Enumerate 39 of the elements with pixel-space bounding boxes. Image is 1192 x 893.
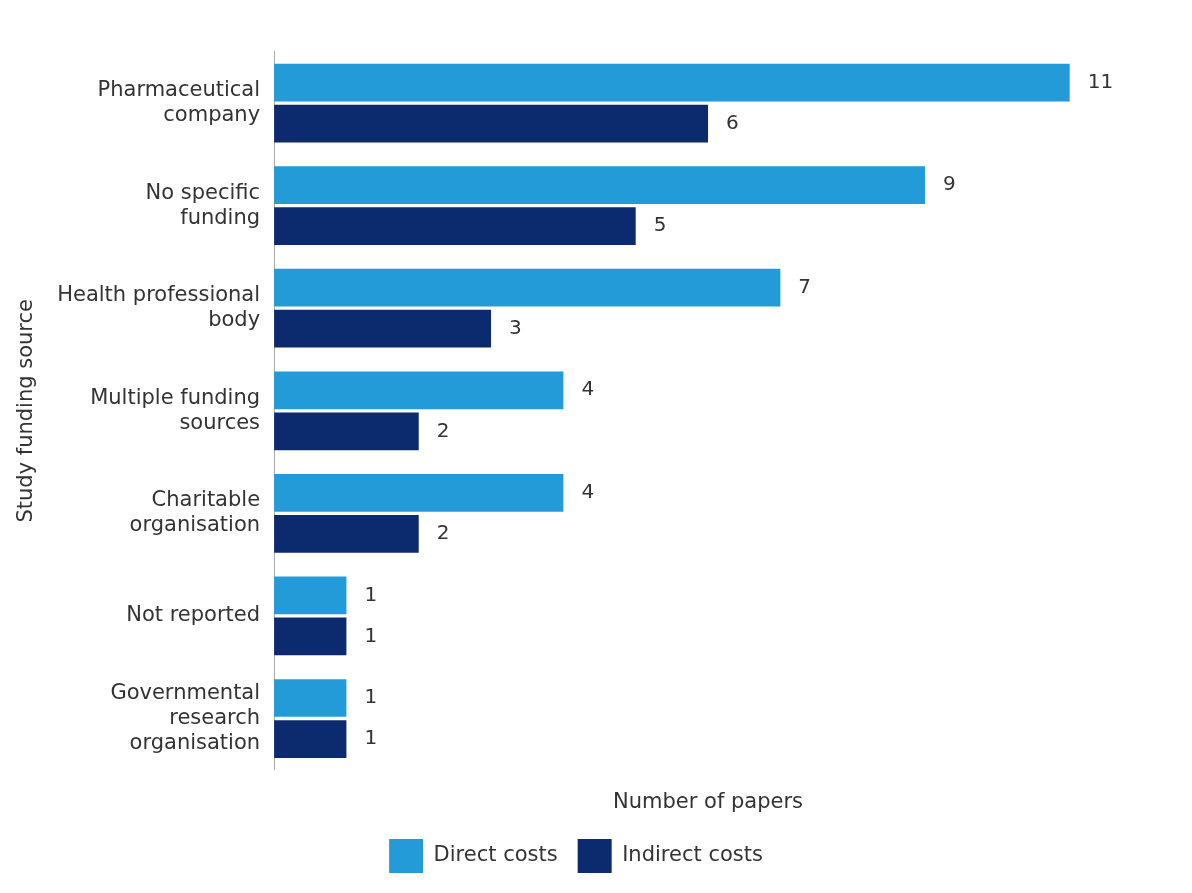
bar bbox=[274, 309, 492, 348]
data-label: 11 bbox=[1087, 68, 1114, 93]
data-label: 1 bbox=[364, 684, 378, 709]
bar bbox=[274, 63, 1070, 102]
bar bbox=[274, 104, 709, 143]
legend-label: Direct costs bbox=[433, 842, 558, 867]
bar bbox=[274, 679, 347, 717]
data-label: 4 bbox=[581, 479, 595, 504]
bar bbox=[274, 515, 419, 553]
bar bbox=[274, 207, 636, 246]
data-label: 2 bbox=[436, 520, 450, 545]
bar bbox=[274, 268, 781, 307]
data-label: 4 bbox=[581, 376, 595, 401]
data-label: 1 bbox=[364, 725, 378, 750]
y-tick-label: Health professional body bbox=[57, 282, 261, 332]
bar bbox=[274, 617, 347, 656]
data-label: 2 bbox=[436, 417, 450, 442]
data-label: 5 bbox=[653, 212, 667, 237]
bar bbox=[274, 473, 564, 512]
y-tick-label: Multiple funding sources bbox=[90, 384, 261, 434]
bar bbox=[274, 166, 926, 205]
y-tick-label: Not reported bbox=[126, 602, 261, 627]
y-axis-title: Study funding source bbox=[13, 299, 38, 523]
y-tick-label: Pharmaceutical company bbox=[97, 76, 261, 127]
bar bbox=[274, 576, 347, 615]
data-label: 3 bbox=[509, 314, 522, 339]
y-tick-label: Governmental research organisation bbox=[110, 679, 261, 755]
data-label: 6 bbox=[726, 109, 739, 134]
y-tick-label: Charitable organisation bbox=[129, 487, 261, 537]
bar bbox=[274, 412, 419, 451]
data-label: 7 bbox=[798, 273, 812, 298]
bar bbox=[274, 720, 347, 758]
bar bbox=[274, 371, 564, 410]
data-label: 1 bbox=[364, 581, 378, 606]
data-label: 1 bbox=[364, 622, 378, 647]
data-label: 9 bbox=[943, 171, 956, 196]
y-tick-label: No specific funding bbox=[145, 179, 261, 229]
x-axis-title: Number of papers bbox=[613, 788, 804, 813]
legend-label: Indirect costs bbox=[622, 842, 763, 867]
